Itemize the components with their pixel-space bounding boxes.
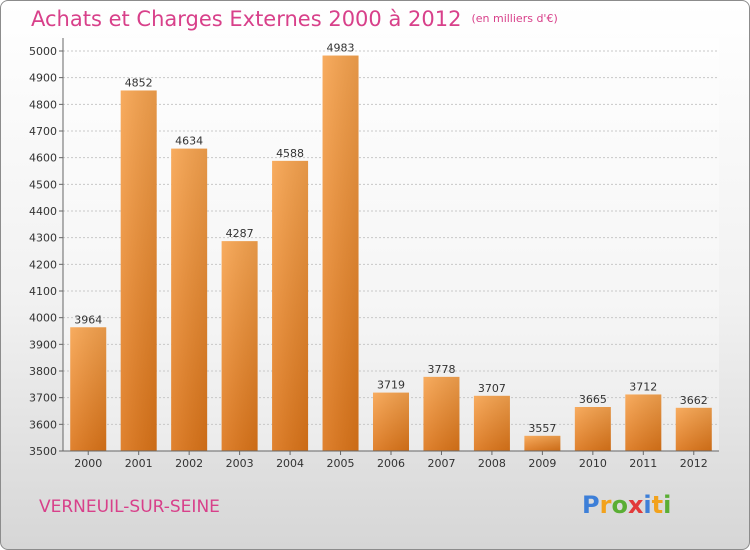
value-label: 4588 [276, 147, 304, 160]
y-axis: 3500 3600 3700 3800 3900 4000 4100 4200 4300 4400… [29, 38, 64, 458]
value-label: 4634 [175, 135, 203, 148]
y-tick-label: 3700 [29, 392, 57, 405]
value-labels: 3964 4852 4634 4287 4588 4983 3719 3778 3707 3557… [74, 42, 708, 435]
x-tick-label: 2003 [226, 457, 254, 470]
x-tick-label: 2005 [327, 457, 355, 470]
logo-letter: i [643, 491, 652, 519]
y-tick-label: 4400 [29, 205, 57, 218]
x-tick-label: 2012 [680, 457, 708, 470]
bar-shade [171, 148, 208, 451]
y-tick-label: 3800 [29, 365, 57, 378]
logo-letter: P [582, 491, 600, 519]
y-tick-label: 3600 [29, 418, 57, 431]
value-label: 4852 [125, 76, 153, 89]
value-label: 3712 [629, 380, 657, 393]
y-tick-label: 4600 [29, 152, 57, 165]
x-tick-label: 2001 [125, 457, 153, 470]
bar-shade [524, 435, 561, 451]
y-tick-label: 4100 [29, 285, 57, 298]
y-tick-label: 4200 [29, 258, 57, 271]
bar-shade [625, 394, 662, 451]
title-text: Achats et Charges Externes 2000 à 2012 [31, 7, 462, 31]
y-tick-label: 4500 [29, 178, 57, 191]
bar-shade [373, 392, 409, 451]
value-label: 3557 [528, 422, 556, 435]
value-label: 3665 [579, 393, 607, 406]
y-tick-label: 4800 [29, 98, 57, 111]
chart-title: Achats et Charges Externes 2000 à 2012 (e… [31, 7, 558, 31]
bars [70, 55, 712, 452]
value-label: 3778 [427, 363, 455, 376]
y-tick-label: 4300 [29, 232, 57, 245]
bar-shade [70, 327, 107, 451]
bar-shade [221, 241, 258, 451]
y-tick-label: 3900 [29, 338, 57, 351]
logo-letter: t [651, 491, 664, 519]
x-tick-label: 2006 [377, 457, 405, 470]
bar-shade [322, 55, 359, 452]
unit-label: (en milliers d'€) [471, 12, 558, 25]
value-label: 4983 [327, 42, 355, 55]
logo-letter: r [599, 491, 612, 519]
value-label: 4287 [226, 227, 254, 240]
y-tick-label: 4900 [29, 72, 57, 85]
x-tick-label: 2004 [276, 457, 304, 470]
x-tick-label: 2008 [478, 457, 506, 470]
logo-letter: o [611, 491, 628, 519]
bar-shade [272, 160, 309, 451]
logo-letter: i [663, 491, 672, 519]
x-tick-label: 2007 [427, 457, 455, 470]
y-tick-label: 4000 [29, 312, 57, 325]
logo-letter: x [627, 491, 644, 519]
bar-shade [423, 376, 460, 451]
x-axis: 2000 2001 2002 2003 2004 2005 2006 2007 2008 2009… [63, 450, 719, 470]
city-name: VERNEUIL-SUR-SEINE [39, 497, 220, 517]
value-label: 3719 [377, 379, 405, 392]
value-label: 3662 [680, 394, 708, 407]
bar-shade [120, 90, 157, 451]
value-label: 3964 [74, 313, 102, 326]
x-tick-label: 2000 [74, 457, 102, 470]
bar-shade [473, 395, 510, 451]
proxiti-logo: Proxiti [582, 491, 671, 519]
x-tick-label: 2002 [175, 457, 203, 470]
x-tick-label: 2009 [528, 457, 556, 470]
y-tick-label: 5000 [29, 45, 57, 58]
bar-shade [675, 407, 712, 451]
bar-shade [574, 407, 611, 451]
x-tick-label: 2010 [579, 457, 607, 470]
y-tick-label: 3500 [29, 445, 57, 458]
x-tick-label: 2011 [629, 457, 657, 470]
y-tick-label: 4700 [29, 125, 57, 138]
value-label: 3707 [478, 382, 506, 395]
